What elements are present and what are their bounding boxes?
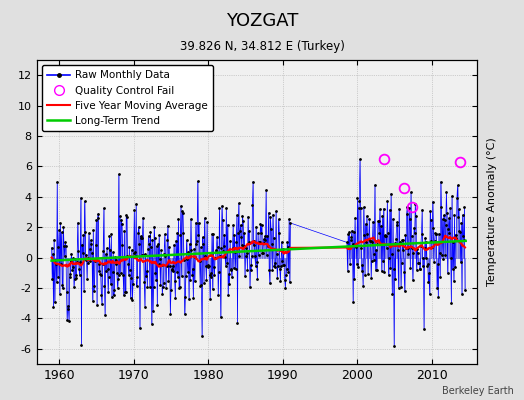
Text: 39.826 N, 34.812 E (Turkey): 39.826 N, 34.812 E (Turkey) <box>180 40 344 53</box>
Text: YOZGAT: YOZGAT <box>226 12 298 30</box>
Text: Berkeley Earth: Berkeley Earth <box>442 386 514 396</box>
Y-axis label: Temperature Anomaly (°C): Temperature Anomaly (°C) <box>487 138 497 286</box>
Legend: Raw Monthly Data, Quality Control Fail, Five Year Moving Average, Long-Term Tren: Raw Monthly Data, Quality Control Fail, … <box>42 65 213 131</box>
